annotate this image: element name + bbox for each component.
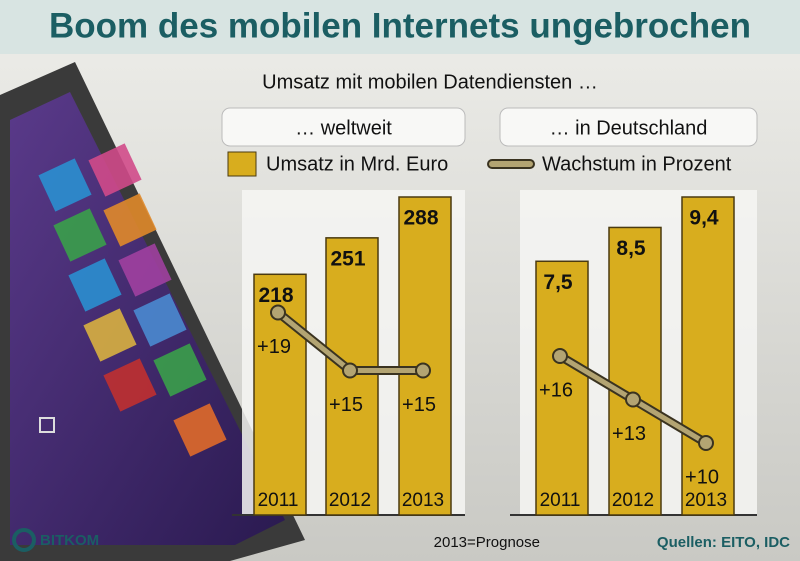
footnote: 2013=Prognose [434, 534, 540, 551]
x-tick-label: 2011 [540, 490, 581, 511]
growth-point [342, 362, 358, 379]
value-label: 8,5 [616, 237, 646, 260]
legend-label: Wachstum in Prozent [542, 153, 732, 175]
x-tick-label: 2013 [685, 490, 727, 511]
subtitle: Umsatz mit mobilen Datendiensten … [262, 71, 598, 93]
value-label: 288 [403, 207, 438, 230]
panel-title: … weltweit [295, 117, 392, 139]
growth-point [270, 304, 286, 321]
bar [608, 226, 662, 516]
panel-tab [221, 107, 466, 147]
x-tick-label: 2012 [612, 490, 654, 511]
value-label: 218 [258, 284, 293, 307]
bar [325, 237, 379, 516]
bar [681, 196, 735, 516]
legend-label: Umsatz in Mrd. Euro [266, 153, 448, 175]
value-label: 9,4 [689, 207, 719, 230]
title-band [0, 0, 800, 54]
panel-title: … in Deutschland [550, 117, 708, 139]
panel-tab [499, 107, 758, 147]
x-tick-label: 2012 [329, 490, 371, 511]
growth-point [552, 348, 568, 364]
logo-mark [12, 528, 36, 552]
x-tick-label: 2013 [402, 490, 444, 511]
growth-label: +15 [402, 394, 436, 416]
bar [398, 196, 452, 516]
growth-label: +16 [539, 379, 573, 401]
growth-label: +10 [685, 466, 719, 488]
growth-label: +15 [329, 394, 363, 416]
logo: BITKOM [40, 532, 99, 549]
title: Boom des mobilen Internets ungebrochen [49, 6, 751, 45]
growth-point [698, 435, 714, 451]
growth-label: +13 [612, 423, 646, 445]
growth-label: +19 [257, 336, 291, 358]
growth-point [415, 362, 431, 379]
x-tick-label: 2011 [258, 490, 299, 511]
tablet-illustration [0, 62, 305, 561]
bar [535, 260, 589, 516]
legend-swatch [227, 151, 257, 177]
value-label: 251 [330, 247, 365, 270]
value-label: 7,5 [543, 271, 573, 294]
growth-point [625, 391, 641, 408]
source: Quellen: EITO, IDC [657, 534, 790, 551]
